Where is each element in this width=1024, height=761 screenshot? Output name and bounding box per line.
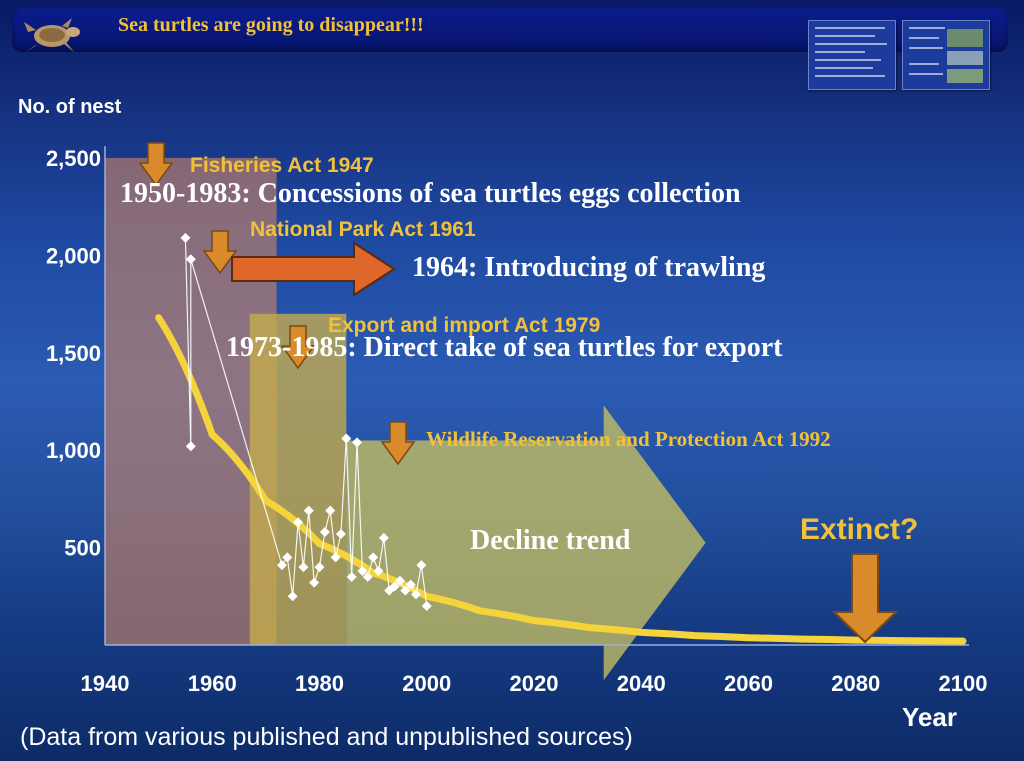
data-point xyxy=(185,254,196,265)
extinct-arrow xyxy=(831,553,899,644)
data-point xyxy=(325,505,336,516)
sea-turtle-logo xyxy=(24,18,80,52)
wildlife-act-arrow xyxy=(380,421,416,466)
data-point xyxy=(309,577,320,588)
y-tick-label: 1,000 xyxy=(46,438,101,463)
data-point xyxy=(298,562,309,573)
data-point xyxy=(287,591,298,602)
trawling-label: 1964: Introducing of trawling xyxy=(412,252,765,283)
x-tick-label: 2040 xyxy=(617,671,666,696)
concessions-period-label: 1950-1983: Concessions of sea turtles eg… xyxy=(120,178,741,209)
fisheries-act-arrow xyxy=(138,142,174,187)
national-park-act-label: National Park Act 1961 xyxy=(250,218,476,241)
wildlife-act-label: Wildlife Reservation and Protection Act … xyxy=(426,427,831,451)
y-tick-label: 2,500 xyxy=(46,146,101,171)
data-point xyxy=(330,552,341,563)
data-point xyxy=(293,517,304,528)
x-tick-label: 2020 xyxy=(510,671,559,696)
x-axis-label: Year xyxy=(902,702,957,732)
data-point xyxy=(341,433,352,444)
decline-trend-arrow xyxy=(346,405,706,681)
data-point xyxy=(303,505,314,516)
data-point xyxy=(400,585,411,596)
y-axis-ticks: 500 1,000 1,500 2,000 2,500 xyxy=(46,146,101,561)
y-axis-label: No. of nest xyxy=(18,96,122,118)
export-import-act-label: Export and import Act 1979 xyxy=(328,314,600,337)
data-point xyxy=(373,565,384,576)
decline-trend-label: Decline trend xyxy=(470,525,631,556)
data-point xyxy=(276,560,287,571)
data-point xyxy=(411,589,422,600)
data-point xyxy=(357,565,368,576)
data-point xyxy=(185,441,196,452)
extinct-label: Extinct? xyxy=(800,513,918,546)
y-tick-label: 500 xyxy=(64,536,101,561)
trawling-arrow xyxy=(231,241,396,297)
data-point xyxy=(314,562,325,573)
fisheries-act-label: Fisheries Act 1947 xyxy=(190,154,374,177)
y-tick-label: 1,500 xyxy=(46,341,101,366)
data-point xyxy=(346,571,357,582)
data-point xyxy=(389,581,400,592)
y-tick-label: 2,000 xyxy=(46,243,101,268)
x-tick-label: 2000 xyxy=(402,671,451,696)
data-point xyxy=(352,437,363,448)
data-point xyxy=(405,579,416,590)
trend-curve xyxy=(155,314,967,645)
data-point xyxy=(421,601,432,612)
national-park-act-arrow xyxy=(202,230,238,275)
x-tick-label: 1980 xyxy=(295,671,344,696)
data-point xyxy=(378,532,389,543)
x-tick-label: 1940 xyxy=(81,671,130,696)
data-point xyxy=(335,528,346,539)
data-point xyxy=(362,571,373,582)
x-tick-label: 2080 xyxy=(831,671,880,696)
slide-thumbnail-2 xyxy=(902,20,990,90)
source-note: (Data from various published and unpubli… xyxy=(20,723,633,751)
data-point xyxy=(319,527,330,538)
data-point xyxy=(416,560,427,571)
x-axis-ticks: 1940 1960 1980 2000 2020 2040 2060 2080 2100 xyxy=(81,671,988,696)
slide-thumbnail-1 xyxy=(808,20,896,90)
data-point xyxy=(368,552,379,563)
x-tick-label: 1960 xyxy=(188,671,237,696)
data-point xyxy=(394,575,405,586)
data-point xyxy=(180,232,191,243)
x-tick-label: 2100 xyxy=(939,671,988,696)
slide-title: Sea turtles are going to disappear!!! xyxy=(118,14,424,36)
export-act-arrow xyxy=(280,325,316,370)
observed-nest-points xyxy=(180,232,432,612)
direct-take-period-label: 1973-1985: Direct take of sea turtles fo… xyxy=(226,332,783,363)
x-tick-label: 2060 xyxy=(724,671,773,696)
data-point xyxy=(282,552,293,563)
